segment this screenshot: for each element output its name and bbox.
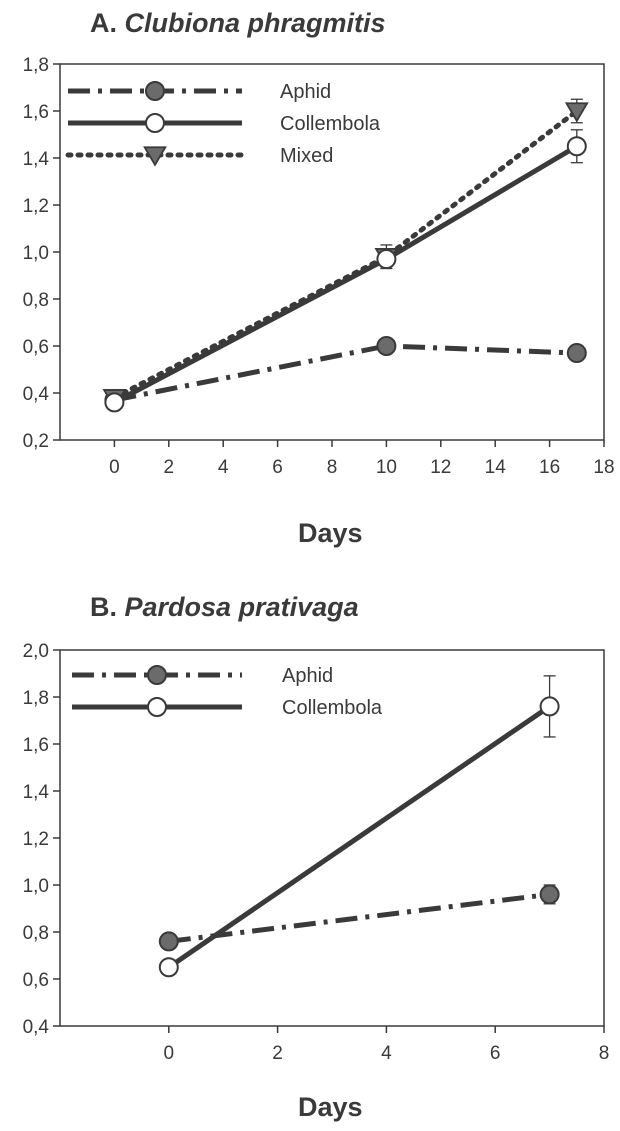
- plot-area-a: 0,2 0,4 0,6 0,8 1,0 1,2 1,4 1,6 1,8 0 2 4 6 8 10 12 14 16…: [23, 55, 615, 478]
- x-axis-label-a: Days: [298, 518, 363, 548]
- title-species-a: Clubiona phragmitis: [124, 8, 386, 38]
- y-tick-label-a-8: 1,8: [23, 55, 49, 76]
- data-point-a-0-2: [566, 343, 587, 364]
- series-line-b-1: [167, 704, 552, 970]
- y-tick-label-b-8: 2,0: [23, 641, 49, 662]
- series-line-a-2: [111, 108, 580, 401]
- y-tick-label-b-2: 0,8: [23, 923, 49, 944]
- legend-marker-a-1: [145, 113, 165, 133]
- y-tick-label-a-1: 0,4: [23, 384, 50, 405]
- x-tick-label-a-9: 18: [593, 457, 614, 478]
- title-prefix-b: B.: [90, 592, 117, 622]
- title-prefix-a: A.: [90, 8, 117, 38]
- y-tick-label-a-6: 1,4: [23, 149, 50, 170]
- x-tick-label-a-2: 4: [218, 457, 229, 478]
- data-point-b-1-0: [158, 957, 179, 978]
- legend-label-a-2: Mixed: [280, 145, 333, 167]
- y-tick-label-a-5: 1,2: [23, 196, 49, 217]
- data-point-a-1-0: [104, 392, 125, 413]
- legend-label-b-0: Aphid: [282, 665, 333, 687]
- x-tick-label-a-6: 12: [430, 457, 451, 478]
- x-tick-label-a-1: 2: [164, 457, 175, 478]
- data-point-a-1-2: [566, 136, 587, 157]
- y-tick-label-a-2: 0,6: [23, 337, 49, 358]
- y-tick-label-a-3: 0,8: [23, 290, 49, 311]
- data-point-a-1-1: [376, 249, 397, 270]
- chart-panel-a: A. Clubiona phragmitis 0,2 0,4 0,6 0,8 1,0 1,…: [0, 0, 620, 560]
- y-tick-label-a-7: 1,6: [23, 102, 49, 123]
- y-tick-label-b-4: 1,2: [23, 829, 49, 850]
- legend-marker-b-1: [147, 697, 167, 717]
- data-point-b-1-1: [539, 696, 560, 717]
- y-tick-label-b-3: 1,0: [23, 876, 49, 897]
- x-tick-label-a-4: 8: [327, 457, 338, 478]
- x-tick-label-a-3: 6: [272, 457, 283, 478]
- x-tick-label-a-5: 10: [376, 457, 397, 478]
- y-tick-label-b-0: 0,4: [23, 1017, 50, 1038]
- chart-title-b: B. Pardosa prativaga: [90, 592, 359, 623]
- data-point-b-0-0: [158, 931, 179, 952]
- x-tick-label-a-0: 0: [109, 457, 120, 478]
- legend-marker-a-2: [143, 146, 167, 167]
- plot-area-b: 0,4 0,6 0,8 1,0 1,2 1,4 1,6 1,8 2,0 0 2 4 6 8 Aphid Col…: [23, 641, 610, 1064]
- title-species-b: Pardosa prativaga: [124, 592, 359, 622]
- x-tick-label-b-4: 8: [599, 1043, 610, 1064]
- legend-label-a-1: Collembola: [280, 113, 381, 135]
- x-tick-label-b-0: 0: [164, 1043, 175, 1064]
- legend-marker-a-0: [145, 81, 165, 101]
- y-tick-label-b-5: 1,4: [23, 782, 50, 803]
- x-tick-label-b-2: 4: [381, 1043, 392, 1064]
- data-point-a-0-1: [376, 336, 397, 356]
- chart-panel-b: B. Pardosa prativaga 0,4 0,6 0,8 1,0 1,2 1,4 1…: [0, 580, 620, 1131]
- x-tick-label-a-7: 14: [485, 457, 507, 478]
- x-tick-label-b-1: 2: [272, 1043, 283, 1064]
- legend-marker-b-0: [147, 665, 167, 685]
- x-tick-label-a-8: 16: [539, 457, 560, 478]
- y-tick-label-b-1: 0,6: [23, 970, 49, 991]
- x-tick-label-b-3: 6: [490, 1043, 501, 1064]
- y-tick-label-a-4: 1,0: [23, 243, 49, 264]
- legend-label-b-1: Collembola: [282, 697, 383, 719]
- data-point-a-2-2: [564, 102, 589, 123]
- series-line-a-0: [113, 343, 577, 403]
- y-tick-label-b-7: 1,8: [23, 688, 49, 709]
- y-tick-label-a-0: 0,2: [23, 431, 49, 452]
- y-tick-label-b-6: 1,6: [23, 735, 49, 756]
- series-line-b-0: [168, 891, 550, 944]
- x-axis-label-b: Days: [298, 1092, 363, 1122]
- legend-label-a-0: Aphid: [280, 81, 331, 103]
- series-line-a-1: [113, 144, 579, 405]
- data-point-b-0-1: [539, 884, 560, 905]
- chart-title-a: A. Clubiona phragmitis: [90, 8, 386, 39]
